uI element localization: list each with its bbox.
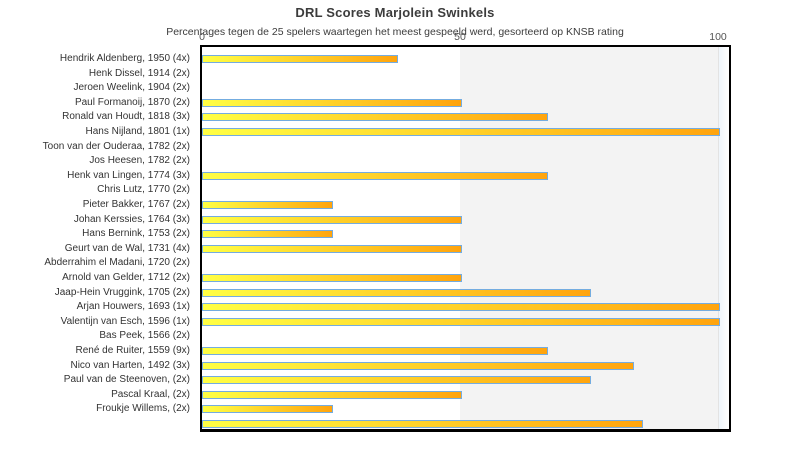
bar <box>202 230 333 239</box>
bar <box>202 390 462 399</box>
bar <box>202 303 720 312</box>
category-label: Paul Formanoij, 1870 (2x) <box>74 96 190 108</box>
bar <box>202 128 720 136</box>
category-label: Johan Kerssies, 1764 (3x) <box>73 213 190 225</box>
category-label: Paul van de Steenoven, (2x) <box>63 374 190 386</box>
category-label: Hendrik Aldenberg, 1950 (4x) <box>59 53 190 64</box>
category-label: Jeroen Weelink, 1904 (2x) <box>73 82 190 94</box>
category-label: Valentijn van Esch, 1596 (1x) <box>60 315 190 327</box>
category-label: Hans Nijland, 1801 (1x) <box>85 126 191 137</box>
category-label: Hans Bernink, 1753 (2x) <box>82 228 190 240</box>
bar <box>202 376 591 385</box>
x-tick-label: 100 <box>709 31 727 43</box>
bar <box>202 244 462 253</box>
chart-title: DRL Scores Marjolein Swinkels <box>295 5 495 20</box>
category-label: Pieter Bakker, 1767 (2x) <box>82 199 190 210</box>
bar <box>202 317 720 326</box>
category-label: Pascal Kraal, (2x) <box>111 388 190 400</box>
category-label: Chris Lutz, 1770 (2x) <box>97 184 190 196</box>
bar <box>202 171 548 180</box>
category-label: Nico van Harten, 1492 (3x) <box>70 359 190 371</box>
category-label: Abderrahim el Madani, 1720 (2x) <box>44 257 190 269</box>
bar <box>202 288 591 297</box>
bar <box>202 113 548 122</box>
category-label: Froukje Willems, (2x) <box>96 403 190 415</box>
bar <box>202 98 462 107</box>
bar <box>202 347 548 355</box>
category-label: Jaap-Hein Vruggink, 1705 (2x) <box>54 286 190 298</box>
gridline-100 <box>718 47 719 429</box>
category-label: Ronald van Houdt, 1818 (3x) <box>62 111 190 123</box>
bar <box>202 274 462 282</box>
bar <box>202 201 333 209</box>
x-tick-label: 50 <box>454 31 466 43</box>
bar <box>202 215 462 224</box>
bar <box>202 405 333 414</box>
bar <box>202 361 634 370</box>
bar <box>202 420 643 428</box>
x-axis: 0 50 100 <box>199 31 731 44</box>
x-tick-label: 0 <box>199 31 205 43</box>
bar <box>202 55 398 63</box>
category-label: Toon van der Ouderaa, 1782 (2x) <box>42 140 190 152</box>
category-label: Geurt van de Wal, 1731 (4x) <box>64 242 190 254</box>
category-label: Jos Heesen, 1782 (2x) <box>89 155 190 167</box>
category-label: René de Ruiter, 1559 (9x) <box>75 345 190 356</box>
chart-subtitle: Percentages tegen de 25 spelers waartege… <box>166 26 624 38</box>
plot-area <box>202 47 729 429</box>
category-label: Henk van Lingen, 1774 (3x) <box>67 169 190 181</box>
category-label: Arjan Houwers, 1693 (1x) <box>76 301 190 313</box>
plot-box <box>200 45 731 432</box>
category-label: Henk Dissel, 1914 (2x) <box>88 67 190 79</box>
category-label: Bas Peek, 1566 (2x) <box>99 330 190 342</box>
category-label: Arnold van Gelder, 1712 (2x) <box>62 272 190 283</box>
